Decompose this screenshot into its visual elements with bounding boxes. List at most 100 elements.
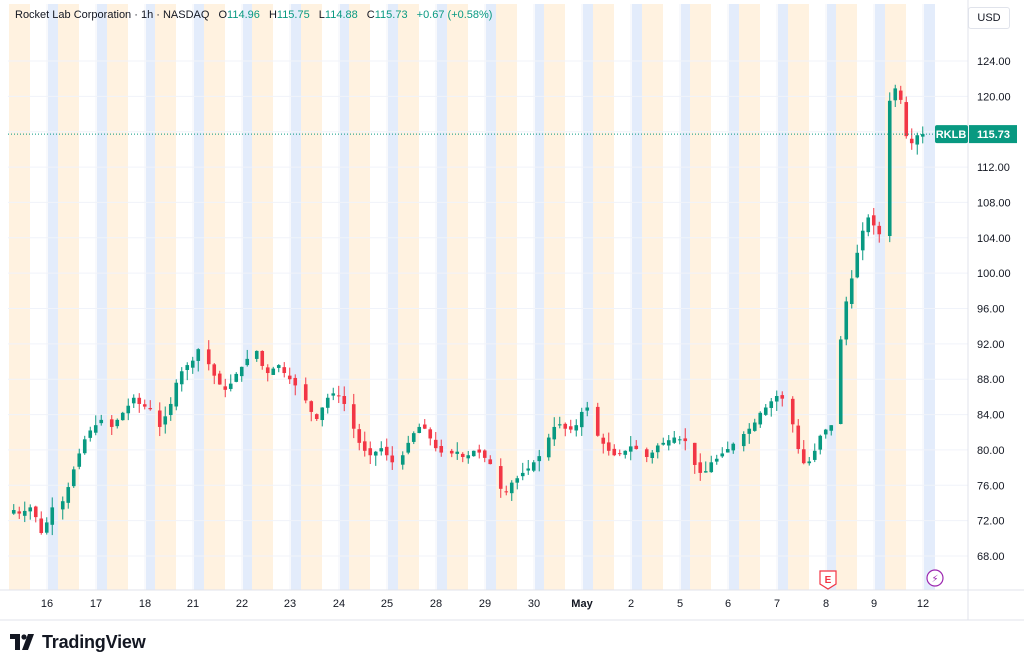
candle-body [196, 349, 201, 361]
candle-body [498, 466, 503, 489]
candle-body [50, 507, 55, 525]
time-tick-label: 22 [236, 598, 248, 610]
change-value: +0.67 (+0.58%) [416, 9, 493, 21]
candle-body [228, 383, 233, 389]
premarket-band [398, 4, 419, 590]
candle-body [703, 471, 708, 473]
candle-body [552, 426, 557, 440]
candle-body [22, 510, 27, 516]
premarket-band [107, 4, 128, 590]
candle-body [66, 487, 71, 503]
price-tick-label: 108.00 [977, 197, 1011, 209]
afterhours-band [340, 4, 351, 590]
candle-body [579, 411, 584, 428]
earnings-marker: E [819, 570, 837, 590]
afterhours-band [48, 4, 59, 590]
time-tick-label: 28 [430, 598, 442, 610]
afterhours-band [875, 4, 886, 590]
overlay: RKLB 115.73 E ⚡ [8, 125, 1017, 590]
candle-body [331, 393, 336, 396]
candle-body [823, 429, 828, 435]
time-tick-label: 5 [677, 598, 683, 610]
candle-body [223, 386, 228, 390]
candle-body [672, 437, 677, 443]
price-tag: 115.73 [977, 129, 1010, 141]
candle-body [780, 395, 785, 399]
premarket-band [642, 4, 663, 590]
candle-body [677, 439, 682, 441]
time-tick-label: 12 [917, 598, 929, 610]
candle-body [855, 252, 860, 278]
close-value: 115.73 [374, 9, 408, 21]
close-label: C [366, 9, 375, 21]
candle-body [71, 469, 76, 487]
time-tick-label: 2 [628, 598, 634, 610]
time-tick-label: 18 [139, 598, 151, 610]
candle-body [260, 350, 265, 366]
afterhours-band [729, 4, 740, 590]
time-tick-label: 16 [41, 598, 53, 610]
candle-body [82, 439, 87, 454]
candle-body [601, 437, 606, 444]
candle-body [515, 478, 520, 483]
time-tick-label: 9 [871, 598, 877, 610]
candle-body [568, 426, 573, 430]
grid-lines [0, 0, 1024, 621]
candle-body [655, 445, 660, 453]
premarket-band [252, 4, 273, 590]
afterhours-band [146, 4, 157, 590]
candle-body [303, 384, 308, 401]
price-tick-label: 100.00 [977, 268, 1011, 280]
candle-body [449, 450, 454, 454]
time-tick-label: 7 [774, 598, 780, 610]
afterhours-band [924, 4, 935, 590]
tradingview-logo[interactable]: TradingView [10, 629, 146, 655]
candle-body [137, 397, 142, 404]
candle-body [455, 451, 460, 454]
candle-body [758, 412, 763, 425]
candle-body [546, 437, 551, 458]
price-tick-label: 112.00 [977, 162, 1010, 174]
earnings-badge [819, 570, 837, 590]
candle-body [320, 407, 325, 421]
premarket-band [447, 4, 468, 590]
candle-body [276, 365, 281, 368]
candle-body [351, 404, 356, 429]
candle-body [239, 366, 244, 377]
candle-body [488, 459, 493, 465]
candle-body [174, 382, 179, 407]
candle-body [790, 398, 795, 425]
premarket-band [788, 4, 809, 590]
candle-body [509, 482, 514, 494]
high-label: H [268, 9, 277, 21]
candle-body [585, 407, 590, 411]
candle-body [185, 365, 190, 371]
price-tick-label: 124.00 [977, 56, 1011, 68]
candle-body [357, 429, 362, 443]
candle-body [11, 510, 16, 514]
candle-body [849, 278, 854, 304]
candle-body [460, 453, 465, 457]
price-tick-label: 96.00 [977, 304, 1005, 316]
candle-body [93, 425, 98, 433]
price-tick-label: 88.00 [977, 374, 1005, 386]
candle-body [384, 446, 389, 456]
currency-button[interactable]: USD [968, 7, 1010, 29]
premarket-band [204, 4, 225, 590]
candle-body [60, 501, 65, 510]
event-badge [926, 569, 944, 587]
candle-body [774, 396, 779, 402]
candle-body [866, 217, 871, 233]
event-marker: ⚡ [926, 569, 944, 587]
time-tick-label: 24 [333, 598, 345, 610]
high-value: 115.75 [276, 9, 310, 21]
premarket-band [349, 4, 370, 590]
candle-body [325, 397, 330, 408]
afterhours-band [778, 4, 789, 590]
candle-body [271, 368, 276, 375]
candle-body [471, 450, 476, 457]
candle-body [217, 373, 222, 385]
candle-body [206, 349, 211, 365]
price-tick-label: 92.00 [977, 339, 1005, 351]
